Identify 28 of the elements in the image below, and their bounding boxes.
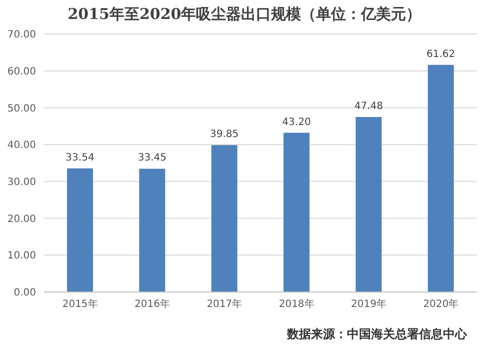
bar [67,168,93,292]
chart-title: 2015年至2020年吸尘器出口规模（单位：亿美元） [66,4,422,25]
data-label: 33.45 [138,152,166,164]
data-label: 33.54 [66,152,94,164]
x-tick-label: 2015年 [62,298,98,310]
data-label: 61.62 [426,48,456,60]
bar [356,117,382,292]
x-tick-label: 2018年 [278,298,314,310]
y-tick-label: 70.00 [7,30,36,41]
y-tick-label: 30.00 [7,176,36,188]
data-label: 47.48 [354,101,383,112]
x-tick-label: 2019年 [351,298,386,310]
y-tick-label: 50.00 [7,103,36,114]
x-tick-label: 2017年 [206,298,242,310]
data-label: 39.85 [210,129,239,140]
x-tick-label: 2020年 [423,298,459,310]
data-label: 43.20 [282,116,311,128]
bar [139,168,166,292]
source-note: 数据来源：中国海关总署信息中心 [287,326,467,343]
x-tick-label: 2016年 [134,298,170,310]
y-tick-label: 10.00 [7,250,36,262]
bar [428,64,454,292]
y-tick-label: 40.00 [7,140,36,152]
bar [284,132,310,292]
y-tick-label: 60.00 [7,66,36,78]
bar [211,145,238,292]
y-tick-label: 20.00 [7,214,36,225]
y-tick-label: 0.00 [14,288,36,299]
